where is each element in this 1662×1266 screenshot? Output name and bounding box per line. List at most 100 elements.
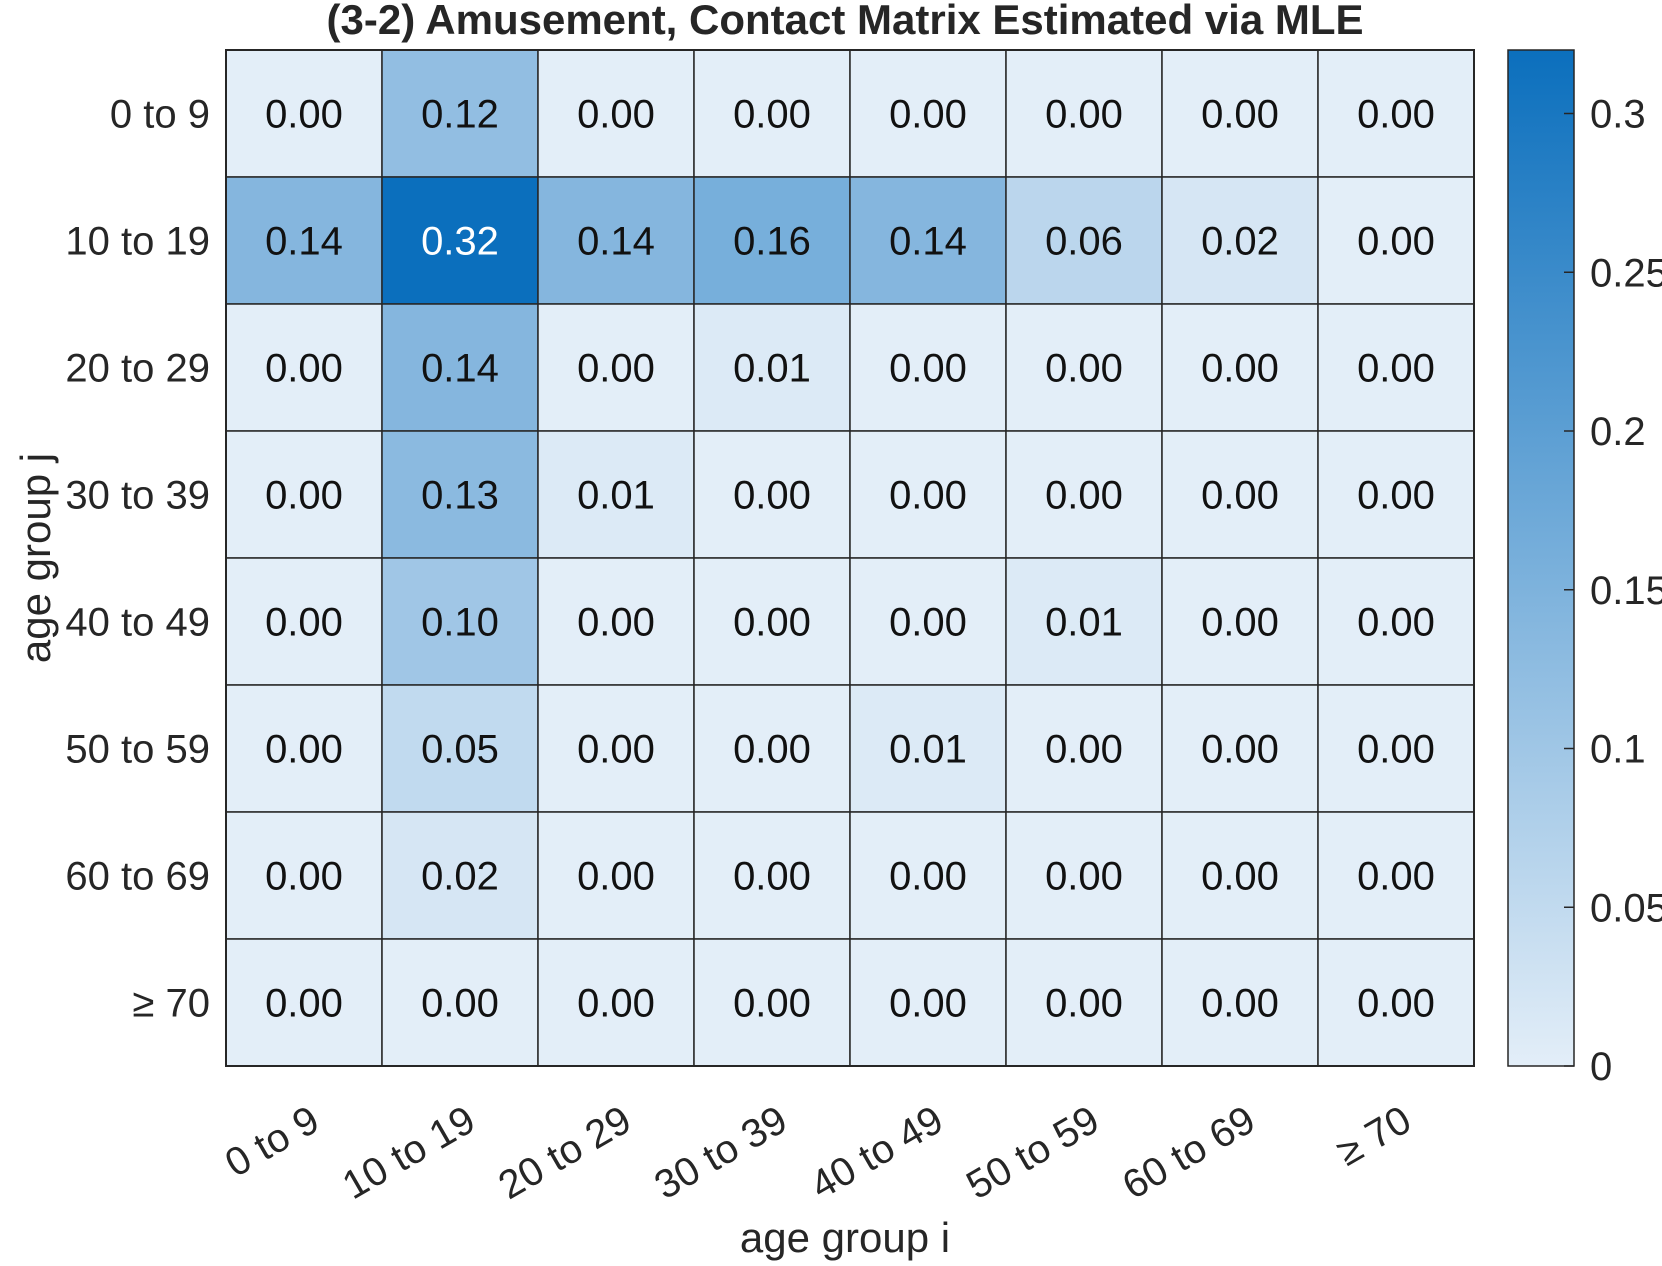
heatmap-cell bbox=[1161, 430, 1319, 559]
cell-value-label: 0.00 bbox=[1357, 982, 1435, 1026]
heatmap-cell bbox=[849, 303, 1007, 432]
heatmap-cell bbox=[537, 557, 695, 686]
cell-value-label: 0.00 bbox=[733, 601, 811, 645]
cell-value-label: 0.02 bbox=[421, 855, 499, 899]
cell-value-label: 0.00 bbox=[889, 474, 967, 518]
x-axis-label: age group i bbox=[740, 1214, 950, 1261]
heatmap-cell bbox=[693, 176, 851, 305]
x-tick-label: 30 to 39 bbox=[647, 1098, 794, 1208]
heatmap-cell bbox=[849, 176, 1007, 305]
cell-value-label: 0.05 bbox=[421, 728, 499, 772]
heatmap-cell bbox=[1317, 49, 1475, 178]
cell-value-label: 0.14 bbox=[577, 220, 655, 264]
heatmap-cell bbox=[381, 176, 539, 305]
heatmap-cell bbox=[537, 938, 695, 1067]
heatmap-cell bbox=[537, 430, 695, 559]
cell-value-label: 0.00 bbox=[265, 855, 343, 899]
heatmap-cell bbox=[1317, 176, 1475, 305]
cell-value-label: 0.00 bbox=[1201, 728, 1279, 772]
cell-value-label: 0.00 bbox=[577, 93, 655, 137]
cell-value-label: 0.00 bbox=[421, 982, 499, 1026]
cell-value-label: 0.00 bbox=[1201, 855, 1279, 899]
cell-value-label: 0.01 bbox=[1045, 601, 1123, 645]
cell-value-label: 0.00 bbox=[1045, 347, 1123, 391]
chart-title: (3-2) Amusement, Contact Matrix Estimate… bbox=[327, 0, 1364, 43]
x-tick-label: ≥ 70 bbox=[1329, 1098, 1418, 1175]
y-tick-label: 0 to 9 bbox=[110, 93, 210, 137]
colorbar-tick-label: 0.1 bbox=[1590, 728, 1646, 772]
cell-value-label: 0.00 bbox=[733, 93, 811, 137]
cell-value-label: 0.00 bbox=[1201, 982, 1279, 1026]
heatmap-cell bbox=[849, 49, 1007, 178]
cell-value-label: 0.00 bbox=[577, 601, 655, 645]
cell-value-label: 0.16 bbox=[733, 220, 811, 264]
heatmap-cell bbox=[537, 303, 695, 432]
y-tick-labels: 0 to 9 10 to 19 20 to 29 30 to 39 40 to 49 50… bbox=[65, 93, 210, 1026]
heatmap-cell bbox=[1161, 176, 1319, 305]
y-tick-label: 50 to 59 bbox=[65, 728, 210, 772]
cell-value-label: 0.00 bbox=[1201, 347, 1279, 391]
cell-value-label: 0.00 bbox=[265, 982, 343, 1026]
heatmap-cell bbox=[1005, 557, 1163, 686]
heatmap-cell bbox=[1161, 811, 1319, 940]
heatmap-cell bbox=[849, 557, 1007, 686]
cell-value-label: 0.10 bbox=[421, 601, 499, 645]
cell-value-label: 0.00 bbox=[1357, 474, 1435, 518]
heatmap-cell bbox=[381, 49, 539, 178]
heatmap-cells: 0.00 0.12 0.00 0.00 0.00 0.00 0.00 0.00 0.14 0.32… bbox=[225, 49, 1475, 1067]
heatmap-cell bbox=[1161, 303, 1319, 432]
heatmap-cell bbox=[1161, 684, 1319, 813]
cell-value-label: 0.00 bbox=[889, 855, 967, 899]
y-tick-label: 20 to 29 bbox=[65, 347, 210, 391]
colorbar-tick-label: 0.05 bbox=[1590, 886, 1662, 930]
colorbar-tick-label: 0.25 bbox=[1590, 251, 1662, 295]
cell-value-label: 0.00 bbox=[1357, 93, 1435, 137]
heatmap-cell bbox=[1005, 684, 1163, 813]
heatmap-cell bbox=[1005, 176, 1163, 305]
x-tick-label: 50 to 59 bbox=[959, 1098, 1106, 1208]
cell-value-label: 0.00 bbox=[577, 855, 655, 899]
cell-value-label: 0.01 bbox=[577, 474, 655, 518]
heatmap-cell bbox=[1161, 557, 1319, 686]
x-tick-labels: 0 to 9 10 to 19 20 to 29 30 to 39 40 to 49 50… bbox=[218, 1098, 1419, 1208]
cell-value-label: 0.00 bbox=[1045, 855, 1123, 899]
y-tick-label: 30 to 39 bbox=[65, 474, 210, 518]
heatmap-cell bbox=[381, 303, 539, 432]
heatmap-cell bbox=[1317, 684, 1475, 813]
cell-value-label: 0.01 bbox=[889, 728, 967, 772]
heatmap-cell bbox=[693, 49, 851, 178]
x-tick-label: 10 to 19 bbox=[335, 1098, 482, 1208]
cell-value-label: 0.00 bbox=[889, 93, 967, 137]
heatmap-cell bbox=[537, 684, 695, 813]
cell-value-label: 0.00 bbox=[889, 601, 967, 645]
cell-value-label: 0.00 bbox=[733, 982, 811, 1026]
cell-value-label: 0.00 bbox=[733, 728, 811, 772]
cell-value-label: 0.00 bbox=[265, 474, 343, 518]
cell-value-label: 0.00 bbox=[265, 347, 343, 391]
colorbar-tick-label: 0.15 bbox=[1590, 569, 1662, 613]
plot-frame bbox=[225, 49, 1475, 1067]
cell-value-label: 0.06 bbox=[1045, 220, 1123, 264]
x-tick-label: 60 to 69 bbox=[1115, 1098, 1262, 1208]
colorbar-tick-label: 0 bbox=[1590, 1045, 1612, 1089]
cell-value-label: 0.00 bbox=[1045, 93, 1123, 137]
cell-value-label: 0.00 bbox=[889, 347, 967, 391]
cell-value-label: 0.00 bbox=[889, 982, 967, 1026]
cell-value-label: 0.00 bbox=[1357, 601, 1435, 645]
cell-value-label: 0.00 bbox=[265, 93, 343, 137]
cell-value-label: 0.00 bbox=[1201, 601, 1279, 645]
heatmap-cell bbox=[1005, 303, 1163, 432]
heatmap-cell bbox=[225, 811, 383, 940]
heatmap-cell bbox=[849, 811, 1007, 940]
heatmap-cell bbox=[693, 557, 851, 686]
cell-value-label: 0.00 bbox=[1357, 347, 1435, 391]
cell-value-label: 0.00 bbox=[577, 347, 655, 391]
cell-value-label: 0.14 bbox=[889, 220, 967, 264]
heatmap-cell bbox=[381, 684, 539, 813]
cell-value-label: 0.00 bbox=[1045, 728, 1123, 772]
colorbar: 0 0.05 0.1 0.15 0.2 0.25 0.3 bbox=[1507, 49, 1662, 1089]
y-tick-label: ≥ 70 bbox=[132, 982, 210, 1026]
heatmap-cell bbox=[225, 430, 383, 559]
colorbar-gradient bbox=[1507, 49, 1575, 1067]
